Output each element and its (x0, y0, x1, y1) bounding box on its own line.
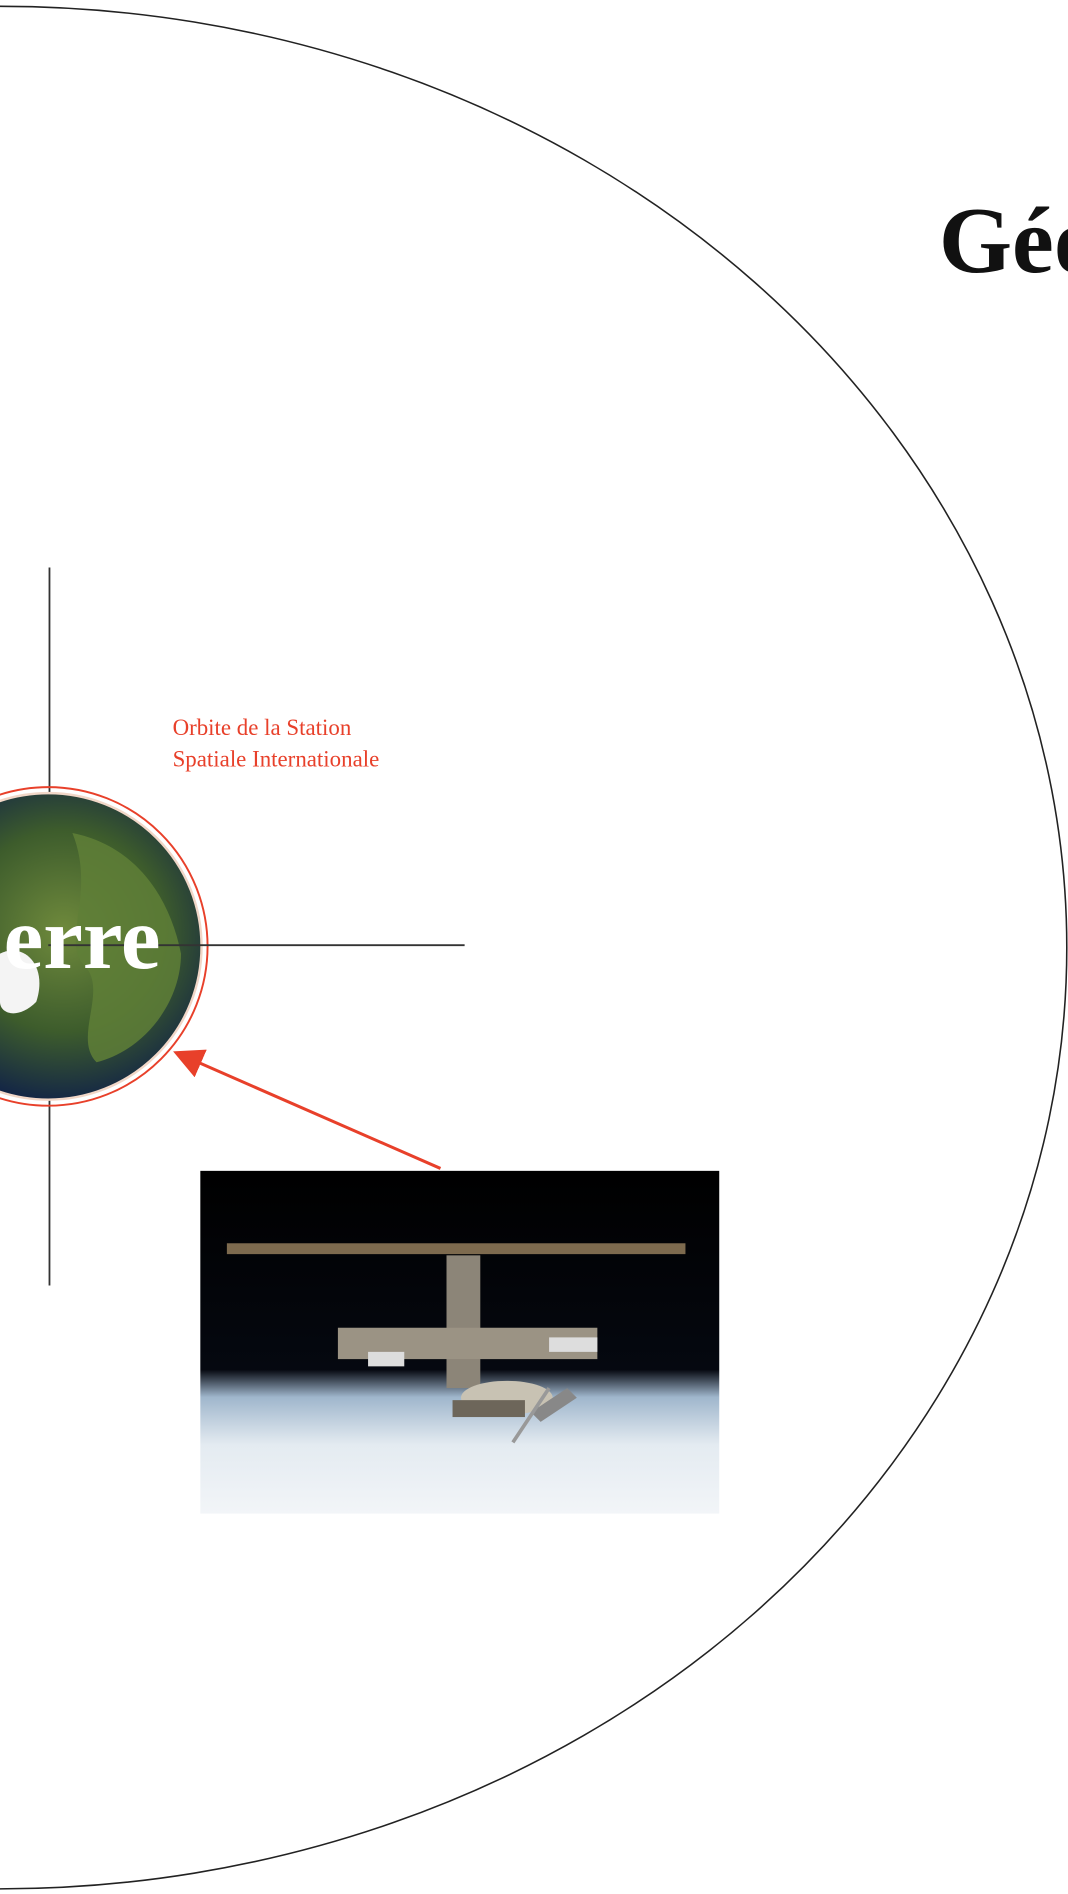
earth-label: erre (4, 889, 161, 988)
page: {"title": "Géo", "earth_label": "erre", … (0, 0, 1068, 1894)
arrow (179, 1054, 441, 1169)
title: Géo (939, 189, 1068, 293)
orbit-label: Orbite de la Station (173, 715, 352, 740)
orbit-label: Spatiale Internationale (173, 747, 380, 772)
diagram: Géo erre Orbite de la Station Spatiale I… (0, 0, 1068, 1894)
iss-photo (200, 1171, 719, 1514)
